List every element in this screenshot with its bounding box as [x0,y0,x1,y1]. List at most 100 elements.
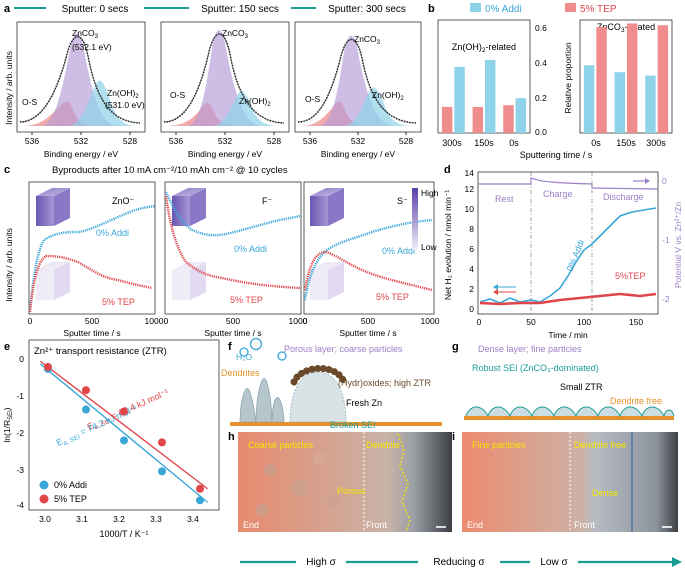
legend-addi: 0% Addi [485,4,522,15]
arrhenius-title: Zn²⁺ transport resistance (ZTR) [34,346,167,357]
xps-xtick: 532 [351,136,365,146]
tof-curve-addi [164,191,301,237]
bar-xtick: 0s [509,138,519,148]
tof-xtick: 500 [85,316,99,326]
xps-label-znco3: ZnCO3 [72,28,99,40]
label-small-ztr: Small ZTR [560,382,603,392]
svg-text:12: 12 [465,184,475,194]
panel-g: g Dense layer; fine particles Robust SEI… [452,341,675,420]
data-point [82,405,90,414]
label-free-i: Dendrite free [574,440,626,450]
tof-label-addi: 0% Addi [96,228,129,238]
label-dendrite-free: Dendrite free [610,396,662,406]
svg-text:10: 10 [465,204,475,214]
svg-text:0: 0 [469,304,474,314]
tof-xtick: 0 [164,316,169,326]
xps-plot-0: ZnCO3 (532.1 eV) O-S Zn(OH)2 (531.0 eV) … [16,21,146,159]
xps-label-os: O-S [305,94,320,104]
tof-label-tep: 5% TEP [376,292,409,302]
h2-xtick: 0 [477,317,482,327]
xps-fit [19,36,141,124]
panel-letter-i: i [452,431,455,443]
panel-letter-f: f [228,341,232,353]
h2-curve-addi [479,207,657,304]
data-point [120,407,128,416]
e-xtick: 3.0 [39,514,51,524]
e-ytick: -1 [16,391,24,401]
svg-text:14: 14 [465,168,475,178]
bar-ytick: 0.2 [535,93,547,103]
e-ylabel: ln(1/RSEI) [2,407,14,442]
tof-species-zno: ZnO⁻ [112,196,135,206]
panel-e: e Zn²⁺ transport resistance (ZTR) Ea, SE… [2,339,220,539]
zn-substrate [230,422,442,426]
label-porous: Porous layer; coarse particles [284,344,403,354]
bar-ytick: 0.0 [535,127,547,137]
e-xtick: 3.1 [76,514,88,524]
h2-y2label: Potential V vs. Zn²⁺/Zn [673,202,683,288]
bar-xtick: 150s [616,138,636,148]
xps-label-znoh-value: (531.0 eV) [105,100,145,110]
e-ytick: 0 [19,354,24,364]
tof-curve-addi [303,218,433,301]
bar-tep-300s [441,106,453,133]
h2-curve-tep [479,292,657,306]
xps-title-0: Sputter: 0 secs [62,4,129,15]
svg-text:0: 0 [662,176,667,186]
e-xlabel: 1000/T / K⁻¹ [99,529,148,539]
tof-ylabel: Intensity / arb. units [4,228,14,302]
data-point [158,438,166,447]
svg-text:-1: -1 [662,235,670,245]
bar-title-znco3: ZnCO3-related [597,22,655,34]
tof-curve-addi [28,204,156,311]
xps-xtick: 532 [74,136,88,146]
tof-plot-f: F⁻ 0% Addi 5% TEP 0 500 1000 Sputter tim… [164,181,308,338]
bar-addi-0s [515,98,527,133]
data-point [82,386,90,395]
bar-chart-znco3: ZnCO3-related [579,19,673,134]
potential-curve [478,177,659,190]
bubble [239,347,249,357]
h2-xlabel: Time / min [548,330,588,340]
panel-i: i Fine particles Dendrite free Dense End… [452,431,678,532]
label-rest: Rest [495,194,514,204]
data-point [120,436,128,445]
svg-text:6: 6 [469,244,474,254]
oxide-particles [290,365,348,386]
tof-xtick: 1000 [145,316,164,326]
label-h2o: H₂O [236,352,252,362]
bubble [249,337,263,351]
bar-addi-150s [614,72,625,133]
xps-xlabel: Binding energy / eV [188,149,263,159]
panel-d: d 0 2 4 6 8 10 12 14 Net H₂ evolution / … [443,164,683,340]
colorbar-low: Low [421,242,437,252]
h2-xtick: 100 [577,317,591,327]
svg-text:4: 4 [469,264,474,274]
tof-label-addi: 0% Addi [382,246,415,256]
colorbar [412,188,418,250]
svg-text:2: 2 [469,284,474,294]
label-broken-sei: Broken SEI [330,420,376,430]
label-end-i: End [467,520,483,530]
data-point [44,363,52,372]
h2-y2ticks: 0 -1 -2 [662,176,670,304]
tof-label-tep: 5% TEP [102,297,135,307]
data-point [196,484,204,493]
xps-plot-300: ZnCO3 O-S Zn(OH)2 536 532 528 Binding en… [294,21,422,159]
h2-label-addi: 0% Addi [565,238,587,272]
e-ytick: -2 [16,428,24,438]
label-charge: Charge [543,189,573,199]
bar-xtick: 150s [474,138,494,148]
bar-chart-znoh: Zn(OH)2-related [437,19,531,134]
label-high-sigma: High σ [306,557,336,568]
label-dense-i: Dense [592,488,618,498]
xps-xtick: 536 [169,136,183,146]
sigma-arrow: High σ Reducing σ Low σ [240,553,682,569]
xps-label-znoh: Zn(OH)2 [107,88,139,100]
fit-line-0 [39,363,209,503]
h2-plot-frame [477,171,659,315]
xps-xlabel: Binding energy / eV [44,149,119,159]
xps-label-znco3: ZnCO3 [354,34,381,46]
label-dendrites: Dendrites [221,368,260,378]
h2-yticks: 0 2 4 6 8 10 12 14 [465,168,475,314]
